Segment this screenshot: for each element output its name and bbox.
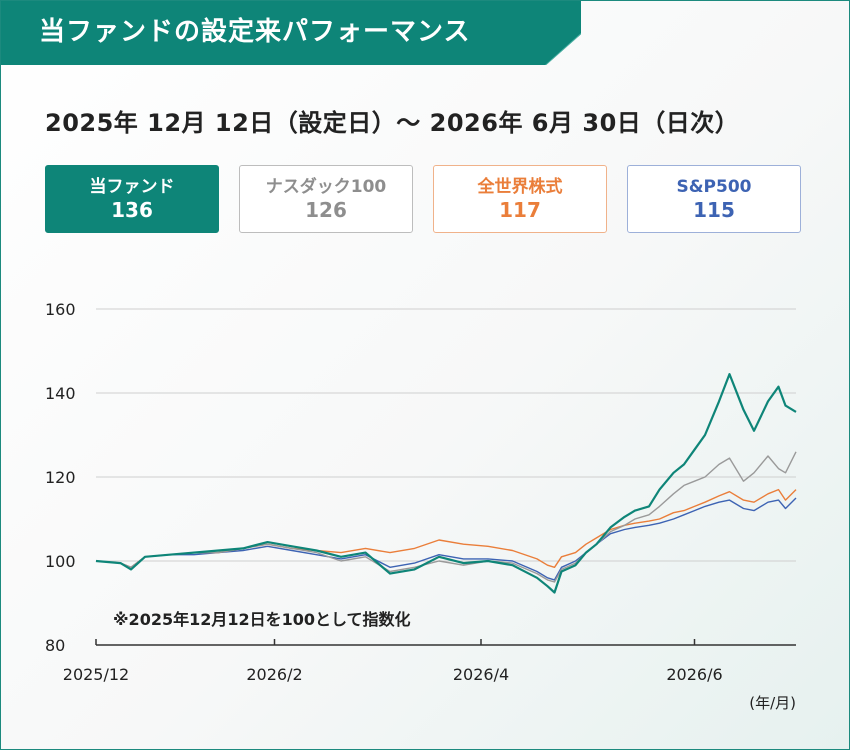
legend-world-stocks-value: 117: [499, 198, 541, 222]
legend-fund-value: 136: [111, 198, 153, 222]
chart-note: ※2025年12月12日を100として指数化: [113, 610, 411, 629]
y-tick-label: 120: [45, 468, 76, 487]
legend-nasdaq100-name: ナスダック100: [265, 177, 387, 197]
series-line-fund: [95, 373, 797, 594]
series-line-sp500: [95, 497, 797, 581]
x-tick-label: 2026/6: [666, 665, 722, 684]
x-axis-ticks: 2025/12 2026/2 2026/4 2026/6: [63, 639, 723, 684]
legend-sp500[interactable]: S&P500 115: [627, 165, 801, 233]
legend-sp500-value: 115: [693, 198, 735, 222]
x-tick-label: 2025/12: [63, 665, 129, 684]
period-label: 2025年 12月 12日（設定日）～ 2026年 6月 30日（日次）: [45, 109, 740, 137]
legend-nasdaq100[interactable]: ナスダック100 126: [239, 165, 413, 233]
legend-nasdaq100-value: 126: [305, 198, 347, 222]
y-tick-label: 80: [45, 636, 65, 655]
y-tick-label: 100: [45, 552, 76, 571]
x-tick-label: 2026/2: [246, 665, 302, 684]
legend-fund-name: 当ファンド: [89, 177, 175, 197]
legend-sp500-name: S&P500: [676, 177, 752, 197]
x-axis-unit: (年/月): [749, 694, 796, 712]
y-tick-label: 140: [45, 384, 76, 403]
title-banner: [1, 1, 581, 65]
chart-grid: 80 100 120 140 160: [45, 300, 796, 655]
chart-series-lines: [95, 373, 797, 594]
legend-fund[interactable]: 当ファンド 136: [45, 165, 219, 233]
page-title: 当ファンドの設定来パフォーマンス: [39, 17, 471, 47]
legend-world-stocks[interactable]: 全世界株式 117: [433, 165, 607, 233]
x-tick-label: 2026/4: [453, 665, 509, 684]
y-tick-label: 160: [45, 300, 76, 319]
series-line-nasdaq100: [95, 451, 797, 583]
legend-world-stocks-name: 全世界株式: [477, 177, 563, 197]
